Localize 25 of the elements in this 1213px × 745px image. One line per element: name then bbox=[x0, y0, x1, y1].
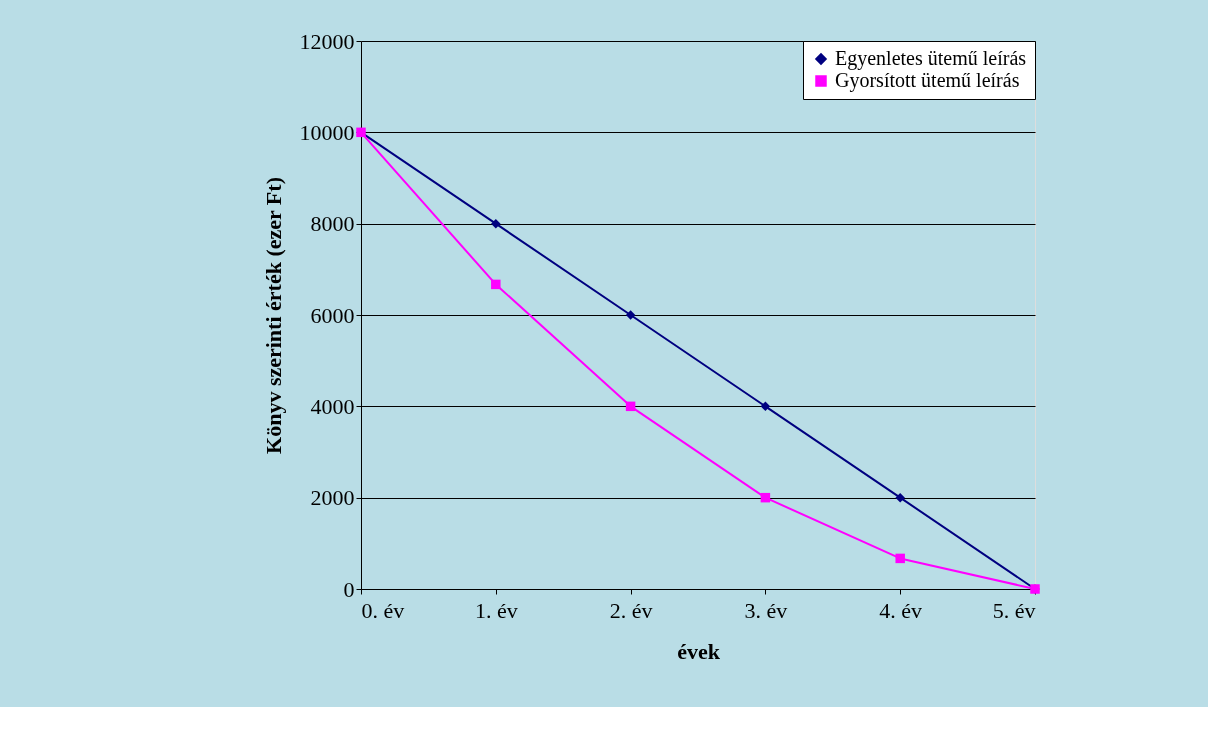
y-tick-label: 4000 bbox=[310, 393, 355, 419]
y-tick-label: 12000 bbox=[299, 28, 355, 54]
y-tick-label: 6000 bbox=[310, 302, 355, 328]
legend-label: Gyorsított ütemű leírás bbox=[835, 69, 1020, 92]
point bbox=[760, 401, 771, 412]
x-tick-label: 4. év bbox=[879, 597, 923, 623]
x-tick-label: 2. év bbox=[609, 597, 653, 623]
y-tick-label: 8000 bbox=[310, 211, 355, 237]
legend-label: Egyenletes ütemű leírás bbox=[835, 47, 1027, 70]
point bbox=[760, 492, 771, 503]
y-tick-label: 0 bbox=[343, 576, 355, 602]
point bbox=[491, 218, 501, 229]
x-tick-label: 0. év bbox=[361, 597, 405, 623]
point bbox=[625, 401, 636, 412]
x-tick-label: 3. év bbox=[744, 597, 788, 623]
point bbox=[895, 492, 905, 503]
y-tick-label: 10000 bbox=[299, 119, 355, 145]
point bbox=[625, 310, 636, 320]
y-axis-title: Könyv szerinti érték (ezer Ft) bbox=[260, 177, 286, 454]
x-axis-title: évek bbox=[677, 638, 721, 664]
point bbox=[491, 279, 501, 290]
x-tick-label: 5. év bbox=[992, 597, 1036, 623]
x-tick-label: 1. év bbox=[474, 597, 518, 623]
point bbox=[895, 553, 905, 564]
y-tick-label: 2000 bbox=[310, 485, 355, 511]
